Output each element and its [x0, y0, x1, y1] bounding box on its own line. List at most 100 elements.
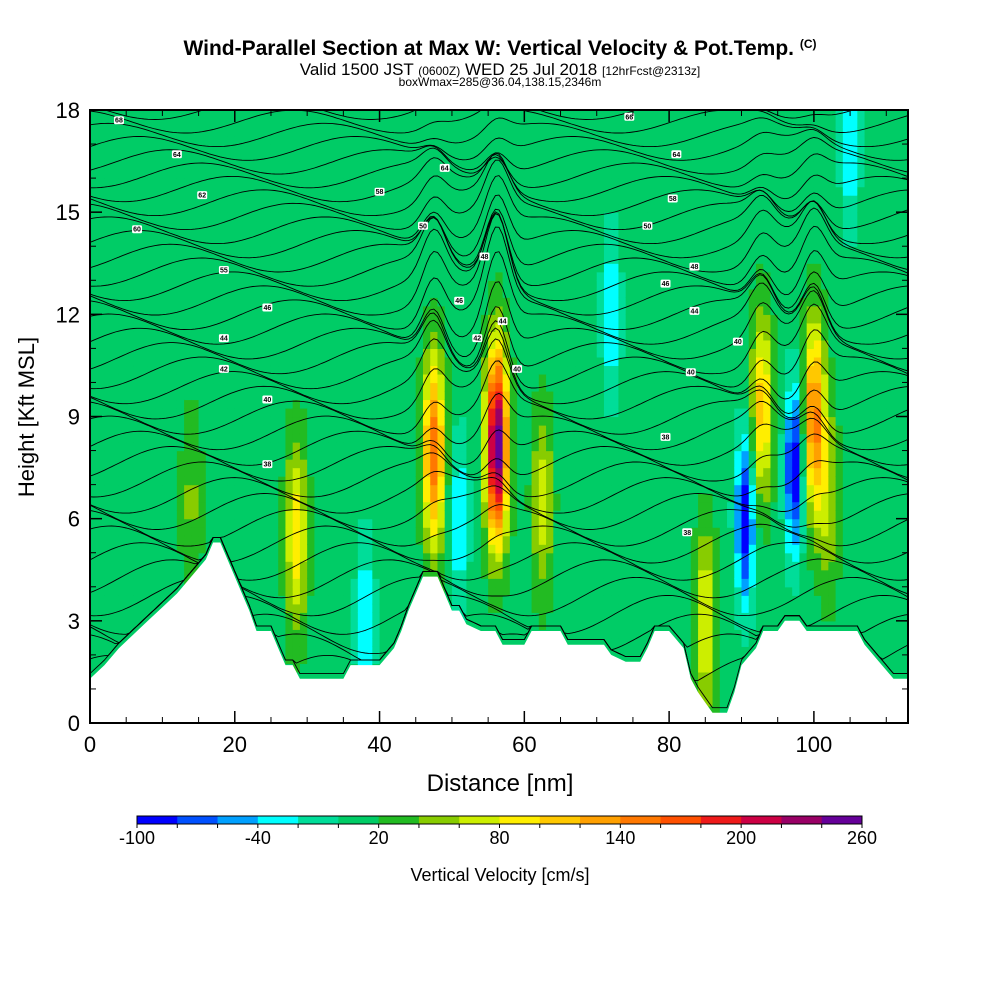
w-cell	[509, 620, 518, 630]
w-cell	[415, 493, 424, 503]
w-cell	[147, 144, 156, 154]
w-cell	[415, 467, 424, 477]
w-cell	[524, 433, 533, 443]
w-cell	[401, 433, 410, 443]
w-cell	[509, 407, 518, 418]
w-cell	[140, 144, 149, 154]
w-cell	[169, 288, 178, 298]
w-cell	[140, 305, 149, 315]
w-cell	[97, 425, 106, 435]
w-cell	[386, 339, 395, 349]
w-cell	[314, 501, 323, 511]
w-cell	[365, 263, 373, 273]
w-cell	[575, 263, 583, 273]
w-cell	[205, 510, 214, 520]
w-cell	[509, 237, 518, 247]
w-cell	[328, 305, 337, 315]
w-cell	[97, 612, 106, 622]
w-cell	[379, 646, 388, 656]
w-cell	[256, 356, 265, 367]
w-cell	[104, 161, 113, 171]
w-cell	[242, 442, 250, 452]
w-cell	[285, 569, 294, 579]
w-cell	[488, 118, 496, 128]
w-cell	[263, 493, 272, 503]
w-cell	[466, 314, 475, 324]
w-cell	[437, 459, 446, 469]
w-cell	[162, 280, 171, 290]
w-cell	[480, 612, 489, 622]
w-cell	[437, 484, 446, 494]
w-cell	[256, 450, 265, 460]
w-cell	[104, 322, 113, 332]
w-cell	[488, 433, 496, 443]
w-cell	[97, 365, 106, 375]
w-cell	[357, 271, 366, 281]
w-cell	[394, 569, 402, 579]
w-cell	[307, 280, 316, 290]
w-cell	[169, 195, 178, 205]
w-cell	[270, 433, 279, 443]
w-cell	[350, 254, 359, 264]
w-cell	[343, 212, 352, 222]
w-cell	[118, 169, 127, 179]
w-cell	[459, 595, 468, 605]
w-cell	[270, 263, 279, 273]
w-cell	[517, 161, 525, 171]
w-cell	[249, 390, 258, 401]
w-cell	[184, 518, 192, 528]
w-cell	[553, 288, 562, 298]
w-cell	[343, 390, 352, 401]
w-cell	[220, 280, 229, 290]
w-cell	[292, 356, 301, 367]
w-cell	[560, 561, 569, 571]
w-cell	[256, 237, 265, 247]
w-cell	[394, 552, 402, 562]
w-cell	[437, 118, 446, 128]
w-cell	[538, 161, 547, 171]
w-cell	[162, 348, 171, 358]
w-cell	[285, 254, 294, 264]
w-cell	[111, 348, 120, 358]
w-cell	[560, 586, 569, 596]
w-cell	[451, 144, 460, 154]
w-cell	[372, 586, 381, 596]
w-cell	[191, 288, 200, 298]
w-cell	[191, 365, 200, 375]
w-cell	[444, 544, 453, 554]
w-cell	[321, 297, 330, 307]
w-cell	[90, 433, 98, 443]
w-cell	[372, 110, 381, 120]
w-cell	[495, 110, 504, 120]
w-cell	[488, 518, 496, 528]
w-cell	[357, 297, 366, 307]
w-cell	[220, 178, 229, 188]
w-cell	[140, 501, 149, 511]
w-cell	[162, 586, 171, 596]
w-cell	[249, 195, 258, 205]
w-cell	[147, 288, 156, 298]
w-cell	[488, 586, 496, 596]
w-cell	[328, 467, 337, 477]
w-cell	[422, 212, 431, 222]
w-cell	[140, 331, 149, 341]
w-cell	[321, 416, 330, 426]
w-cell	[546, 544, 554, 554]
w-cell	[169, 493, 178, 503]
w-cell	[147, 229, 156, 239]
w-cell	[176, 288, 185, 298]
w-cell	[538, 425, 547, 435]
w-cell	[184, 229, 192, 239]
w-cell	[350, 459, 359, 469]
w-cell	[90, 220, 98, 230]
w-cell	[147, 382, 156, 392]
w-cell	[299, 671, 308, 682]
w-cell	[582, 220, 591, 230]
w-cell	[343, 135, 352, 145]
w-cell	[466, 322, 475, 332]
w-cell	[459, 135, 468, 145]
w-cell	[314, 178, 323, 188]
w-cell	[531, 186, 540, 196]
w-cell	[473, 535, 482, 545]
w-cell	[133, 161, 142, 171]
